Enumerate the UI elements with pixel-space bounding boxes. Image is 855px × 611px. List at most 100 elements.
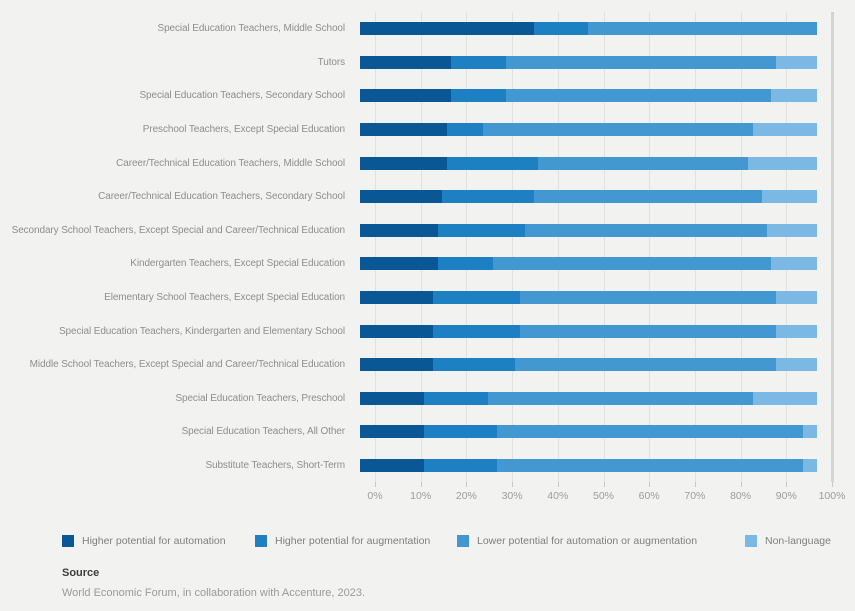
bar-segment-augmentation[interactable] xyxy=(423,459,498,473)
bar-segment-augmentation[interactable] xyxy=(433,358,516,372)
axis-tick-mark xyxy=(420,482,422,487)
bar-segment-lower-potential[interactable] xyxy=(538,156,749,170)
bar-segment-lower-potential[interactable] xyxy=(588,22,817,36)
chart-row: Elementary School Teachers, Except Speci… xyxy=(0,281,817,315)
axis-tick-mark xyxy=(512,482,514,487)
bar-track xyxy=(360,223,817,237)
bar-track xyxy=(360,358,817,372)
category-label: Secondary School Teachers, Except Specia… xyxy=(11,224,345,236)
bar-segment-lower-potential[interactable] xyxy=(519,324,776,338)
axis-tick-mark xyxy=(466,482,468,487)
axis-tick-label: 80% xyxy=(730,490,752,502)
bar-segment-automation[interactable] xyxy=(360,459,424,473)
axis-tick-label: 10% xyxy=(410,490,432,502)
bar-track xyxy=(360,22,817,36)
bar-segment-automation[interactable] xyxy=(360,358,434,372)
axis-tick-mark xyxy=(557,482,559,487)
legend-item-non-language[interactable]: Non-language xyxy=(745,535,831,547)
gridline-30% xyxy=(512,12,514,482)
bar-track xyxy=(360,156,817,170)
gridline-0% xyxy=(375,12,376,482)
legend-label: Non-language xyxy=(765,535,831,547)
bar-segment-lower-potential[interactable] xyxy=(515,358,776,372)
bar-segment-augmentation[interactable] xyxy=(451,89,507,103)
bar-segment-non-language[interactable] xyxy=(771,257,817,271)
bar-segment-automation[interactable] xyxy=(360,391,424,405)
chart-row: Substitute Teachers, Short-Term xyxy=(0,449,817,483)
axis-tick-label: 70% xyxy=(684,490,706,502)
bar-segment-lower-potential[interactable] xyxy=(497,425,804,439)
bar-segment-lower-potential[interactable] xyxy=(492,257,772,271)
bar-segment-automation[interactable] xyxy=(360,22,534,36)
gridline-50% xyxy=(603,12,605,482)
chart-row: Career/Technical Education Teachers, Mid… xyxy=(0,146,817,180)
bar-segment-automation[interactable] xyxy=(360,324,434,338)
bar-segment-automation[interactable] xyxy=(360,156,447,170)
legend-item-augmentation[interactable]: Higher potential for augmentation xyxy=(255,535,430,547)
bar-segment-augmentation[interactable] xyxy=(433,291,520,305)
bar-segment-automation[interactable] xyxy=(360,425,424,439)
chart-row: Preschool Teachers, Except Special Educa… xyxy=(0,113,817,147)
legend-item-automation[interactable]: Higher potential for automation xyxy=(62,535,226,547)
legend-swatch-icon xyxy=(457,535,469,547)
bar-segment-augmentation[interactable] xyxy=(423,391,488,405)
bar-segment-lower-potential[interactable] xyxy=(487,391,753,405)
bar-segment-non-language[interactable] xyxy=(775,291,817,305)
bar-segment-automation[interactable] xyxy=(360,257,438,271)
bar-segment-augmentation[interactable] xyxy=(446,123,484,137)
bar-segment-augmentation[interactable] xyxy=(533,22,589,36)
bar-segment-automation[interactable] xyxy=(360,223,438,237)
axis-tick-label: 50% xyxy=(592,490,615,502)
bar-segment-non-language[interactable] xyxy=(771,89,817,103)
gridlines xyxy=(375,12,834,482)
chart-row: Special Education Teachers, Preschool xyxy=(0,382,817,416)
bar-segment-non-language[interactable] xyxy=(752,391,817,405)
bar-track xyxy=(360,190,817,204)
bar-segment-non-language[interactable] xyxy=(775,324,817,338)
bar-segment-lower-potential[interactable] xyxy=(506,55,776,69)
bar-segment-lower-potential[interactable] xyxy=(533,190,763,204)
bar-segment-non-language[interactable] xyxy=(762,190,817,204)
axis-tick-label: 60% xyxy=(638,490,660,502)
axis-tick-label: 20% xyxy=(455,490,477,502)
bar-segment-automation[interactable] xyxy=(360,123,447,137)
bar-track xyxy=(360,459,817,473)
bar-segment-non-language[interactable] xyxy=(803,425,817,439)
chart-row: Tutors xyxy=(0,46,817,80)
bar-segment-non-language[interactable] xyxy=(775,358,817,372)
bar-track xyxy=(360,291,817,305)
bar-segment-automation[interactable] xyxy=(360,190,443,204)
bar-segment-lower-potential[interactable] xyxy=(506,89,772,103)
bar-segment-automation[interactable] xyxy=(360,55,452,69)
bar-segment-augmentation[interactable] xyxy=(442,190,534,204)
bar-segment-lower-potential[interactable] xyxy=(497,459,804,473)
bar-segment-augmentation[interactable] xyxy=(437,223,525,237)
bar-segment-automation[interactable] xyxy=(360,291,434,305)
category-label: Substitute Teachers, Short-Term xyxy=(205,460,345,472)
bar-segment-lower-potential[interactable] xyxy=(524,223,767,237)
bar-segment-non-language[interactable] xyxy=(748,156,817,170)
legend-label: Lower potential for automation or augmen… xyxy=(477,535,698,547)
chart-row: Special Education Teachers, Kindergarten… xyxy=(0,314,817,348)
bar-segment-augmentation[interactable] xyxy=(433,324,520,338)
bar-segment-lower-potential[interactable] xyxy=(483,123,753,137)
category-label: Special Education Teachers, Middle Schoo… xyxy=(157,23,346,35)
chart-row: Secondary School Teachers, Except Specia… xyxy=(0,214,817,248)
bar-segment-non-language[interactable] xyxy=(766,223,817,237)
category-label: Tutors xyxy=(317,56,345,68)
bar-segment-augmentation[interactable] xyxy=(446,156,539,170)
legend-item-lower-potential[interactable]: Lower potential for automation or augmen… xyxy=(457,535,697,547)
axis-tick-label: 90% xyxy=(775,490,797,502)
bar-track xyxy=(360,324,817,338)
bar-segment-augmentation[interactable] xyxy=(437,257,493,271)
bar-segment-non-language[interactable] xyxy=(803,459,817,473)
bar-segment-non-language[interactable] xyxy=(753,123,817,137)
chart-row: Special Education Teachers, All Other xyxy=(0,415,817,449)
bar-segment-non-language[interactable] xyxy=(775,55,817,69)
bar-segment-augmentation[interactable] xyxy=(451,55,507,69)
legend-label: Higher potential for automation xyxy=(82,535,226,547)
bar-segment-lower-potential[interactable] xyxy=(519,291,776,305)
bar-segment-automation[interactable] xyxy=(360,89,452,103)
bar-segment-augmentation[interactable] xyxy=(423,425,498,439)
